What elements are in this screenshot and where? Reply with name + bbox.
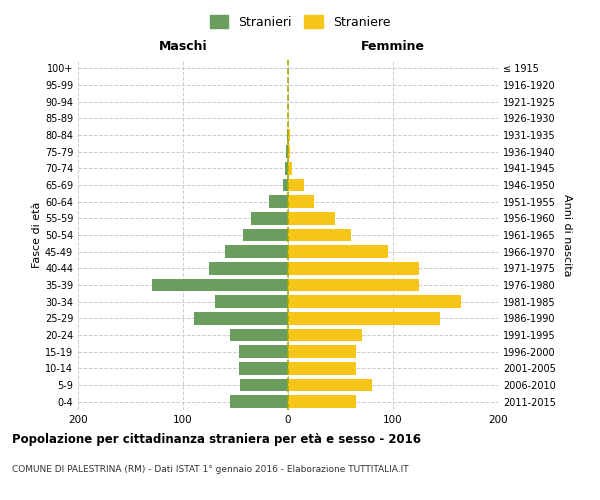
Bar [288, 229, 351, 241]
Bar [240, 379, 288, 391]
Bar [287, 129, 288, 141]
Bar [230, 329, 288, 341]
Bar [288, 296, 461, 308]
Bar [288, 329, 361, 341]
Bar [209, 262, 288, 274]
Text: Popolazione per cittadinanza straniera per età e sesso - 2016: Popolazione per cittadinanza straniera p… [12, 432, 421, 446]
Bar [288, 246, 388, 258]
Bar [288, 196, 314, 208]
Bar [283, 179, 288, 192]
Text: Maschi: Maschi [158, 40, 208, 52]
Bar [243, 229, 288, 241]
Bar [288, 129, 290, 141]
Y-axis label: Anni di nascita: Anni di nascita [562, 194, 572, 276]
Bar [288, 396, 356, 408]
Legend: Stranieri, Straniere: Stranieri, Straniere [206, 11, 394, 32]
Bar [288, 379, 372, 391]
Bar [285, 162, 288, 174]
Bar [286, 146, 288, 158]
Bar [193, 312, 288, 324]
Bar [269, 196, 288, 208]
Bar [230, 396, 288, 408]
Bar [288, 312, 440, 324]
Text: COMUNE DI PALESTRINA (RM) - Dati ISTAT 1° gennaio 2016 - Elaborazione TUTTITALIA: COMUNE DI PALESTRINA (RM) - Dati ISTAT 1… [12, 466, 409, 474]
Bar [151, 279, 288, 291]
Bar [288, 162, 292, 174]
Bar [288, 362, 356, 374]
Text: Femmine: Femmine [361, 40, 425, 52]
Bar [288, 262, 419, 274]
Bar [288, 346, 356, 358]
Bar [225, 246, 288, 258]
Bar [288, 279, 419, 291]
Bar [239, 362, 288, 374]
Bar [215, 296, 288, 308]
Bar [239, 346, 288, 358]
Bar [251, 212, 288, 224]
Bar [288, 179, 304, 192]
Bar [288, 146, 290, 158]
Bar [288, 212, 335, 224]
Y-axis label: Fasce di età: Fasce di età [32, 202, 42, 268]
